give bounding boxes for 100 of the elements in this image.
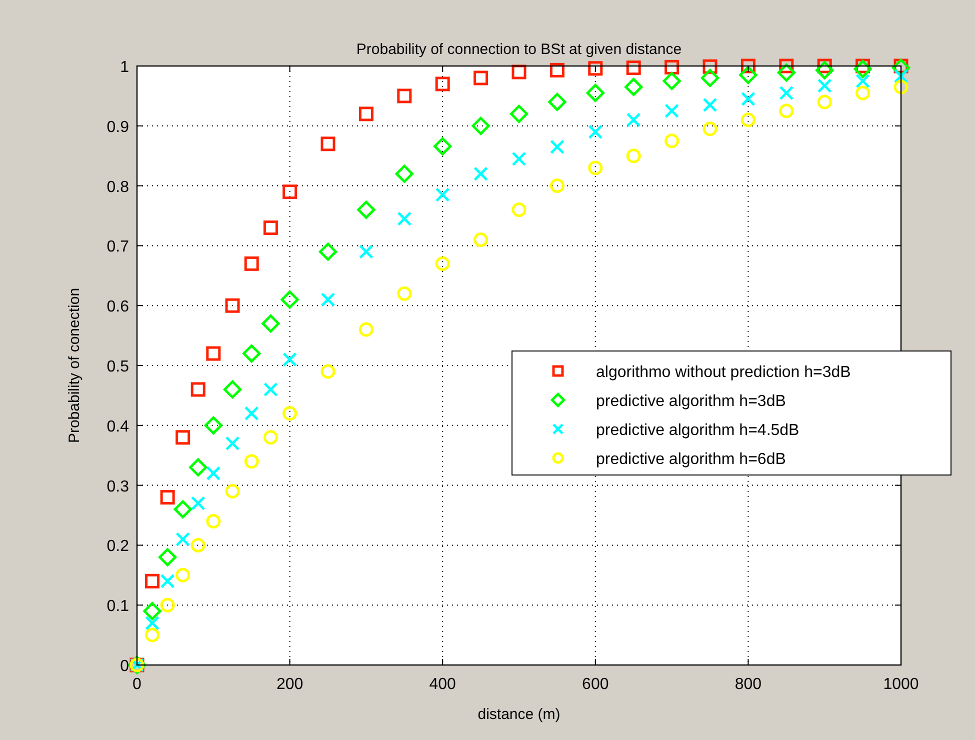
- x-tick-label: 400: [429, 676, 456, 693]
- chart-title: Probability of connection to BSt at given distance: [356, 41, 682, 58]
- point: [204, 416, 222, 434]
- point: [510, 104, 528, 123]
- point: [816, 61, 834, 80]
- point: [158, 548, 177, 566]
- point: [588, 160, 603, 176]
- y-tick-label: 0.6: [106, 298, 130, 316]
- point: [358, 244, 374, 259]
- point: [176, 532, 190, 546]
- point: [739, 66, 758, 84]
- point: [318, 242, 338, 261]
- point: [320, 292, 336, 307]
- point: [225, 298, 240, 313]
- point: [740, 112, 756, 128]
- x-tick-label: 1000: [883, 676, 919, 693]
- point: [474, 70, 488, 86]
- point: [700, 68, 720, 88]
- point: [550, 140, 564, 154]
- point: [588, 124, 603, 140]
- point: [206, 514, 221, 528]
- point: [702, 122, 718, 136]
- point: [548, 92, 566, 111]
- point: [358, 106, 374, 122]
- point: [777, 64, 796, 82]
- point: [189, 458, 208, 476]
- point: [856, 86, 870, 100]
- point: [244, 454, 259, 469]
- point: [176, 568, 190, 582]
- point: [550, 178, 564, 194]
- point: [263, 220, 278, 235]
- point: [435, 76, 450, 92]
- point: [223, 380, 242, 399]
- point: [225, 484, 240, 499]
- point: [664, 134, 680, 148]
- point: [474, 166, 488, 182]
- point: [435, 256, 450, 271]
- point: [626, 112, 641, 128]
- point: [817, 78, 832, 94]
- point: [397, 211, 412, 226]
- y-tick-label: 0.7: [106, 238, 130, 256]
- legend-label: predictive algorithm h=3dB: [596, 393, 786, 410]
- point: [817, 94, 832, 110]
- y-tick-label: 0.5: [106, 358, 130, 376]
- point: [512, 64, 526, 80]
- y-tick-label: 0.1: [106, 598, 130, 616]
- point: [280, 290, 299, 309]
- point: [282, 352, 298, 367]
- y-tick-label: 0.3: [106, 478, 130, 496]
- point: [397, 88, 412, 104]
- point: [244, 256, 259, 271]
- point: [397, 286, 412, 301]
- y-tick-label: 0.2: [106, 538, 130, 556]
- x-tick-label: 800: [734, 676, 762, 693]
- point: [174, 500, 192, 518]
- point: [145, 574, 160, 588]
- point: [779, 104, 794, 118]
- point: [262, 314, 280, 333]
- point: [358, 322, 374, 337]
- point: [664, 60, 680, 74]
- point: [206, 346, 221, 361]
- point: [512, 202, 526, 218]
- point: [624, 78, 643, 96]
- point: [282, 406, 298, 421]
- point: [190, 538, 206, 552]
- point: [263, 382, 278, 397]
- point: [160, 574, 175, 588]
- point: [626, 60, 641, 76]
- point: [434, 137, 452, 156]
- y-axis-title: Probability of conection: [66, 288, 83, 444]
- point: [512, 152, 526, 166]
- y-tick-label: 0: [120, 658, 130, 675]
- point: [435, 188, 450, 202]
- point: [244, 406, 259, 421]
- y-tick-label: 1: [120, 59, 130, 76]
- point: [662, 72, 681, 90]
- point: [702, 98, 718, 112]
- point: [206, 466, 221, 481]
- point: [143, 602, 162, 620]
- point: [395, 164, 414, 183]
- point: [320, 364, 336, 379]
- point: [160, 490, 175, 505]
- point: [894, 80, 908, 94]
- point: [588, 61, 603, 76]
- x-tick-label: 200: [276, 676, 304, 693]
- x-axis-title: distance (m): [478, 706, 560, 723]
- x-tick-label: 600: [582, 676, 609, 693]
- point: [282, 184, 298, 200]
- point: [160, 598, 175, 612]
- point: [472, 116, 490, 135]
- y-tick-label: 0.8: [106, 178, 130, 196]
- point: [320, 136, 336, 152]
- legend-label: algorithmo without prediction h=3dB: [596, 364, 851, 381]
- legend-label: predictive algorithm h=4.5dB: [596, 422, 800, 439]
- point: [225, 436, 240, 451]
- point: [854, 60, 872, 78]
- point: [664, 104, 680, 118]
- point: [190, 382, 206, 397]
- point: [145, 628, 160, 642]
- point: [586, 84, 604, 102]
